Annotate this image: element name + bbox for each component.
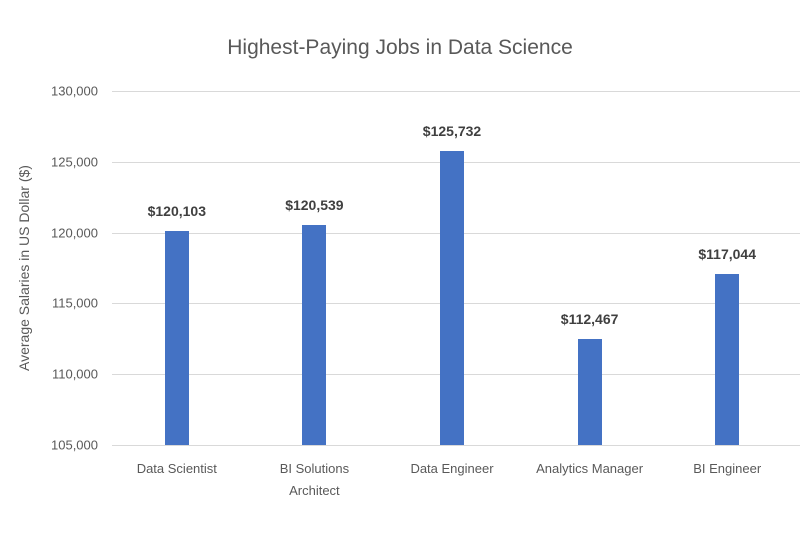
y-tick-label: 125,000 [51, 154, 98, 170]
bar [164, 231, 189, 445]
y-tick-label: 130,000 [51, 83, 98, 99]
bar [577, 339, 602, 445]
gridline [112, 91, 800, 92]
x-tick-label: Data Engineer [410, 461, 494, 476]
x-tick-label: BI Engineer [693, 461, 762, 476]
y-tick-label: 105,000 [51, 437, 98, 453]
data-label: $112,467 [560, 311, 619, 328]
bar [302, 224, 327, 445]
x-tick-label: BI Solutions Architect [279, 461, 350, 498]
x-tick-label: Analytics Manager [536, 461, 644, 476]
chart-title: Highest-Paying Jobs in Data Science [227, 36, 573, 59]
y-tick-label: 115,000 [51, 295, 98, 311]
bar [715, 274, 740, 445]
x-tick-label: Data Scientist [136, 461, 217, 476]
data-label: $117,044 [698, 246, 756, 263]
bar [440, 151, 464, 445]
data-label: $125,732 [422, 123, 482, 140]
y-tick-label: 110,000 [51, 366, 98, 382]
data-label: $120,539 [285, 196, 344, 213]
y-tick-label: 120,000 [51, 225, 98, 241]
data-label: $120,103 [147, 203, 206, 220]
gridline [112, 445, 800, 446]
y-axis-label: Average Salaries in US Dollar ($) [16, 165, 32, 371]
